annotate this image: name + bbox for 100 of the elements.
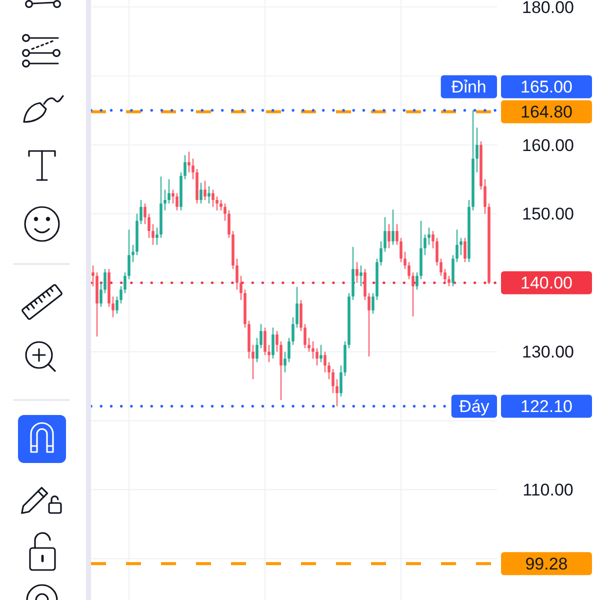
candlestick	[476, 128, 478, 172]
candlestick	[484, 179, 486, 214]
candlestick	[360, 266, 362, 286]
candlestick	[180, 172, 182, 210]
candlestick	[228, 210, 230, 238]
candlestick	[380, 241, 382, 266]
candlestick	[260, 324, 262, 348]
y-tick-label: 180.00	[522, 0, 574, 17]
candlestick	[400, 238, 402, 262]
candlestick	[388, 224, 390, 248]
candlestick	[208, 186, 210, 204]
candlestick	[436, 238, 438, 266]
candlestick	[200, 182, 202, 204]
y-tick-label: 150.00	[522, 204, 574, 224]
candlestick	[108, 268, 110, 307]
candlestick	[408, 262, 410, 280]
candlestick	[164, 190, 166, 210]
candlestick	[468, 200, 470, 262]
candlestick	[384, 217, 386, 252]
candlestick	[220, 200, 222, 210]
candlestick	[152, 224, 154, 245]
candlestick	[428, 228, 430, 245]
candlestick	[404, 252, 406, 269]
candlestick	[244, 290, 246, 328]
candlestick	[332, 368, 334, 394]
candlestick	[168, 179, 170, 204]
candlestick	[460, 238, 462, 256]
candlestick	[452, 255, 454, 286]
candlestick	[420, 220, 422, 280]
candlestick	[176, 193, 178, 210]
candlestick	[392, 210, 394, 245]
candlestick	[480, 141, 482, 190]
candlestick	[464, 238, 466, 262]
candlestick	[112, 296, 114, 318]
candlestick	[172, 190, 174, 204]
candlestick	[128, 230, 130, 280]
candlestick	[424, 234, 426, 256]
candlestick	[212, 190, 214, 207]
candlestick	[188, 152, 190, 172]
candlestick	[96, 272, 98, 337]
candlestick	[308, 338, 310, 352]
candlestick	[368, 293, 370, 357]
candlestick	[348, 293, 350, 348]
candlestick	[396, 224, 398, 245]
candlestick	[352, 246, 354, 300]
candlestick	[312, 341, 314, 359]
candlestick	[372, 293, 374, 314]
candlestick	[116, 296, 118, 314]
candlestick	[224, 203, 226, 221]
candlestick	[432, 231, 434, 248]
candlestick	[448, 276, 450, 286]
candlestick	[316, 348, 318, 366]
text: 99.28	[525, 554, 568, 574]
candlestick	[272, 328, 274, 359]
candlestick	[92, 266, 94, 286]
candlestick	[232, 231, 234, 269]
candlestick	[356, 262, 358, 283]
candlestick	[288, 338, 290, 362]
y-tick-label: 110.00	[522, 480, 574, 500]
candlestick	[120, 286, 122, 304]
candlestick	[412, 272, 414, 317]
candlestick	[304, 324, 306, 348]
candlestick	[148, 214, 150, 238]
candlestick	[124, 272, 126, 294]
candlestick	[144, 203, 146, 224]
candlestick	[240, 276, 242, 300]
candlestick	[416, 272, 418, 290]
candlestick	[100, 282, 102, 307]
y-tick-label: 160.00	[522, 136, 574, 155]
candlestick	[236, 258, 238, 290]
y-tick-label: 130.00	[522, 342, 574, 362]
candlestick	[376, 258, 378, 300]
candlestick	[300, 300, 302, 332]
candlestick	[264, 328, 266, 356]
candlestick	[204, 180, 206, 200]
candlestick	[196, 168, 198, 204]
candlestick	[456, 230, 458, 262]
candlestick	[132, 244, 134, 262]
text: 164.80	[520, 102, 572, 122]
candlestick	[136, 214, 138, 256]
candlestick	[140, 200, 142, 224]
candlestick	[340, 366, 342, 397]
candlestick	[364, 268, 366, 300]
text: 140.00	[520, 274, 572, 293]
candlestick	[256, 338, 258, 362]
candlestick	[280, 341, 282, 400]
candlestick	[268, 344, 270, 362]
candlestick	[344, 341, 346, 376]
candlestick	[276, 331, 278, 352]
candlestick	[444, 268, 446, 283]
candlestick	[252, 344, 254, 380]
ref-line-label: Đỉnh	[451, 78, 486, 97]
candlestick	[184, 155, 186, 180]
candlestick	[296, 286, 298, 328]
candlestick	[328, 362, 330, 380]
text: 122.10	[520, 397, 572, 416]
candlestick	[160, 176, 162, 238]
candlestick	[104, 268, 106, 294]
ref-line-label: Đáy	[459, 397, 490, 416]
candlestick	[324, 352, 326, 372]
